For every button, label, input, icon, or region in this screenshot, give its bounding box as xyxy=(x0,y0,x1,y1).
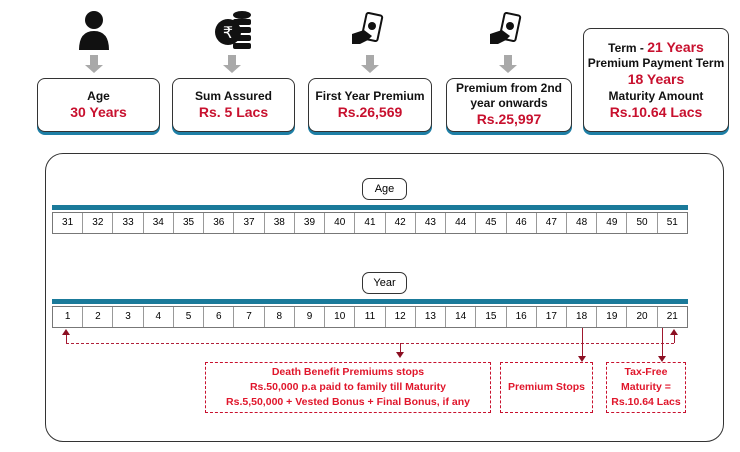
age-cell: 51 xyxy=(666,217,678,228)
age-bar xyxy=(52,205,688,210)
year-cell: 6 xyxy=(204,307,235,327)
age-cell: 39 xyxy=(295,213,326,233)
year-cell: 12 xyxy=(386,307,416,327)
card-title: Sum Assured xyxy=(195,88,272,103)
age-cell: 45 xyxy=(476,213,507,233)
card-value: Rs. 5 Lacs xyxy=(198,103,269,120)
first-year-premium-card: First Year Premium Rs.26,569 xyxy=(308,78,432,132)
year-cell: 1 xyxy=(53,307,84,327)
maturity-label: Maturity Amount xyxy=(608,88,704,103)
age-cell: 35 xyxy=(174,213,205,233)
age-cell: 34 xyxy=(144,213,174,233)
age-cell: 38 xyxy=(265,213,295,233)
maturity-value: Rs.10.64 Lacs xyxy=(609,103,703,120)
connector xyxy=(662,328,663,356)
year-cell: 10 xyxy=(325,307,356,327)
note-line: Maturity = xyxy=(621,381,671,394)
age-cell: 48 xyxy=(567,213,598,233)
term-value: 21 Years xyxy=(647,38,704,55)
age-cell: 33 xyxy=(113,213,144,233)
age-cell: 44 xyxy=(446,213,477,233)
arrow-down-icon xyxy=(658,356,666,362)
note-line: Death Benefit Premiums stops xyxy=(271,366,425,379)
year-cell: 19 xyxy=(597,307,628,327)
age-cell: 41 xyxy=(355,213,386,233)
year-cell: 3 xyxy=(113,307,144,327)
card-title: Premium from 2nd year onwards xyxy=(455,81,563,111)
year-cell: 18 xyxy=(567,307,598,327)
rupee-coins-icon: ₹ xyxy=(215,11,251,49)
sum-assured-card: Sum Assured Rs. 5 Lacs xyxy=(172,78,295,132)
year-cell: 4 xyxy=(144,307,174,327)
card-title: Age xyxy=(87,88,110,103)
card-value: Rs.25,997 xyxy=(476,111,542,128)
age-cell: 42 xyxy=(386,213,416,233)
card-title: First Year Premium xyxy=(315,88,425,103)
note-line: Rs.5,50,000 + Vested Bonus + Final Bonus… xyxy=(226,395,470,408)
renewal-premium-card: Premium from 2nd year onwards Rs.25,997 xyxy=(446,78,572,132)
age-card: Age 30 Years xyxy=(37,78,160,132)
maturity-note: Tax-Free Maturity = Rs.10.64 Lacs xyxy=(606,362,686,413)
age-cell: 36 xyxy=(204,213,235,233)
year-cell: 5 xyxy=(174,307,205,327)
down-arrow-icon xyxy=(85,55,103,73)
year-cell: 14 xyxy=(446,307,477,327)
year-cell: 7 xyxy=(234,307,265,327)
year-cell: 9 xyxy=(295,307,326,327)
down-arrow-icon xyxy=(499,55,517,73)
down-arrow-icon xyxy=(361,55,379,73)
connector xyxy=(674,332,675,343)
year-cell: 16 xyxy=(507,307,537,327)
svg-text:₹: ₹ xyxy=(223,23,233,42)
age-cell: 32 xyxy=(83,213,114,233)
down-arrow-icon xyxy=(223,55,241,73)
year-row: 1 2 3 4 5 6 7 8 9 10 11 12 13 14 15 16 17 18 19 20 21 xyxy=(52,306,688,328)
timeline-panel xyxy=(45,153,724,442)
ppt-value: 18 Years xyxy=(627,71,685,88)
connector xyxy=(582,328,583,356)
card-value: Rs.26,569 xyxy=(337,103,403,120)
connector xyxy=(400,343,401,352)
year-cell: 20 xyxy=(627,307,658,327)
year-cell: 2 xyxy=(83,307,114,327)
year-bar xyxy=(52,299,688,304)
hand-money-icon xyxy=(352,12,384,44)
arrow-up-icon xyxy=(670,329,678,335)
age-cell: 47 xyxy=(537,213,567,233)
hand-money-icon xyxy=(490,12,522,44)
card-value: 30 Years xyxy=(70,103,127,120)
note-line: Rs.10.64 Lacs xyxy=(611,395,681,408)
age-cell: 43 xyxy=(416,213,447,233)
year-axis-label: Year xyxy=(362,272,407,294)
term-label: Term - xyxy=(608,40,648,55)
age-row: 31 32 33 34 35 36 37 38 39 40 41 42 43 44 45 46 47 48 49 50… xyxy=(52,212,688,234)
year-cell: 8 xyxy=(265,307,295,327)
arrow-down-icon xyxy=(578,356,586,362)
death-benefit-note: Death Benefit Premiums stops Rs.50,000 p… xyxy=(205,362,491,413)
note-line: Rs.50,000 p.a paid to family till Maturi… xyxy=(249,381,447,394)
year-cell: 17 xyxy=(537,307,567,327)
age-cell: 49 xyxy=(597,213,628,233)
year-cell: 21 xyxy=(666,311,678,322)
age-cell: 50 xyxy=(627,213,658,233)
note-line: Tax-Free xyxy=(624,366,668,379)
connector xyxy=(66,332,67,343)
arrow-up-icon xyxy=(62,329,70,335)
year-cell: 13 xyxy=(416,307,447,327)
note-line: Premium Stops xyxy=(507,381,586,394)
term-card: Term - 21 Years Premium Payment Term 18 … xyxy=(583,28,729,132)
ppt-label: Premium Payment Term xyxy=(587,56,725,71)
age-cell: 31 xyxy=(53,213,84,233)
age-cell: 46 xyxy=(507,213,537,233)
age-cell: 40 xyxy=(325,213,356,233)
premium-stops-note: Premium Stops xyxy=(500,362,593,413)
age-axis-label: Age xyxy=(362,178,407,200)
age-cell: 37 xyxy=(234,213,265,233)
year-cell: 11 xyxy=(355,307,386,327)
person-icon xyxy=(79,11,109,50)
arrow-down-icon xyxy=(396,352,404,358)
year-cell: 15 xyxy=(476,307,507,327)
death-span-line xyxy=(66,343,674,344)
